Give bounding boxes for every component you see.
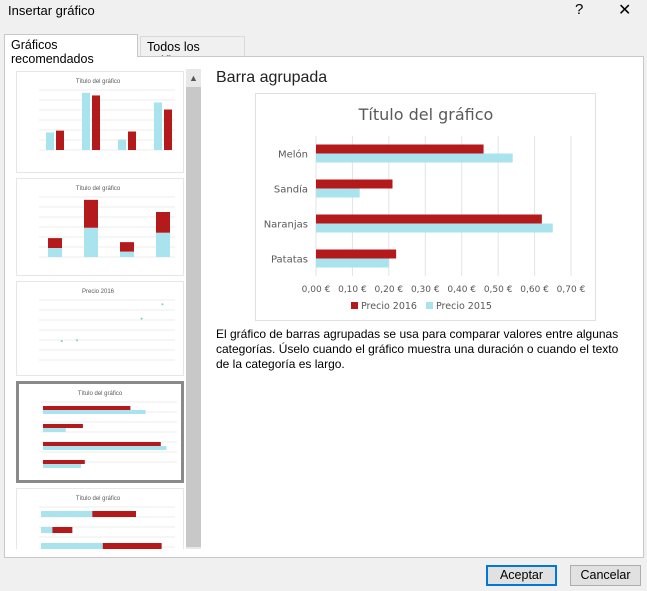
bar-precio-2015 [316, 258, 389, 268]
x-tick-label: 0,50 € [484, 285, 513, 295]
legend-label: Precio 2015 [436, 301, 492, 312]
bar [43, 406, 131, 410]
thumbnail-title: Título del gráfico [76, 496, 121, 502]
x-tick-label: 0,10 € [338, 285, 367, 295]
chart-thumbnail-list: Título del gráfico Título del gráfico Prec… [16, 69, 186, 549]
bar [52, 527, 73, 533]
chart-type-heading: Barra agrupada [216, 69, 328, 86]
bar [154, 102, 162, 150]
chart-thumbnail-scatter[interactable]: Precio 2016 [16, 281, 184, 376]
bar [102, 543, 162, 549]
bar [43, 424, 83, 428]
chart-thumbnail-stackedbar[interactable]: Título del gráfico [16, 488, 184, 549]
thumbnail-title: Precio 2016 [82, 289, 115, 295]
x-tick-label: 0,20 € [375, 285, 404, 295]
bar [156, 232, 170, 257]
thumbnail-title: Título del gráfico [76, 79, 121, 85]
bar-precio-2015 [316, 223, 553, 233]
legend-swatch [351, 302, 358, 309]
help-button[interactable]: ? [575, 1, 584, 18]
bar [41, 527, 53, 533]
thumbnail-title: Título del gráfico [76, 186, 121, 192]
y-category-label: Melón [278, 149, 308, 161]
bar-chart: Título del gráfico 0,00 € 0,10 € 0,20 € 0,30… [264, 105, 586, 312]
tab-panel: Título del gráfico Título del gráfico Prec… [4, 56, 644, 558]
scrollbar-thumb[interactable] [186, 87, 201, 547]
bar [41, 543, 103, 549]
thumbnail-scrollbar[interactable]: ▲ [186, 69, 201, 549]
bar-precio-2015 [316, 153, 513, 163]
scatter-point [140, 317, 143, 320]
bar [84, 199, 98, 228]
bar [41, 511, 93, 517]
bar [84, 227, 98, 257]
thumbnail-title: Título del gráfico [78, 391, 123, 397]
close-button[interactable]: ✕ [618, 2, 632, 19]
tab-recommended-charts[interactable]: Gráficos recomendados [4, 34, 138, 66]
bar [46, 132, 54, 150]
chart-thumbnail-column[interactable]: Título del gráfico [16, 71, 184, 173]
scatter-point [161, 303, 164, 306]
accept-button[interactable]: Aceptar [486, 565, 557, 586]
chart-thumbnail-stacked[interactable]: Título del gráfico [16, 178, 184, 276]
dialog-title: Insertar gráfico [8, 3, 95, 18]
bar [43, 460, 85, 464]
bar-precio-2016 [316, 144, 484, 154]
bar-precio-2016 [316, 249, 397, 259]
chart-preview: Título del gráfico 0,00 € 0,10 € 0,20 € 0,30… [255, 93, 596, 321]
thumbnail-chart: Precio 2016 [39, 289, 175, 361]
x-tick-label: 0,60 € [520, 285, 549, 295]
x-tick-label: 0,00 € [302, 285, 331, 295]
thumbnail-chart: Título del gráfico [39, 79, 175, 151]
legend-swatch [426, 302, 433, 309]
x-tick-label: 0,40 € [447, 285, 476, 295]
bar [92, 95, 100, 150]
chart-description: El gráfico de barras agrupadas se usa pa… [216, 327, 619, 371]
bar [128, 131, 136, 150]
bar [43, 442, 161, 446]
tab-all-charts[interactable]: Todos los gráficos [140, 36, 245, 68]
bar [43, 464, 81, 468]
chart-thumbnail-bar[interactable]: Título del gráfico [16, 381, 184, 483]
chart-title: Título del gráfico [358, 105, 494, 124]
bar [120, 251, 134, 257]
scatter-point [60, 340, 63, 343]
thumbnail-chart: Título del gráfico [39, 186, 175, 258]
bar [92, 511, 136, 517]
bar [48, 248, 62, 257]
bar [120, 242, 134, 252]
bar [43, 428, 66, 432]
bar [164, 109, 172, 150]
x-tick-label: 0,30 € [411, 285, 440, 295]
scroll-up-icon[interactable]: ▲ [189, 73, 198, 83]
y-category-label: Patatas [271, 255, 308, 266]
x-tick-label: 0,70 € [557, 285, 586, 295]
bar [118, 139, 126, 150]
bar-precio-2016 [316, 214, 542, 224]
y-category-label: Sandía [274, 184, 308, 196]
scatter-point [76, 339, 78, 342]
bar [56, 130, 64, 150]
bar-precio-2015 [316, 188, 360, 198]
thumbnail-chart: Título del gráfico [41, 391, 177, 468]
cancel-button[interactable]: Cancelar [570, 565, 641, 586]
y-category-label: Naranjas [264, 220, 308, 231]
legend-label: Precio 2016 [361, 301, 417, 312]
bar [156, 212, 170, 233]
thumbnail-chart: Título del gráfico [39, 496, 175, 549]
bar [82, 92, 90, 150]
bar [48, 238, 62, 248]
bar [43, 410, 146, 414]
bar [43, 446, 167, 450]
bar-precio-2016 [316, 179, 393, 189]
